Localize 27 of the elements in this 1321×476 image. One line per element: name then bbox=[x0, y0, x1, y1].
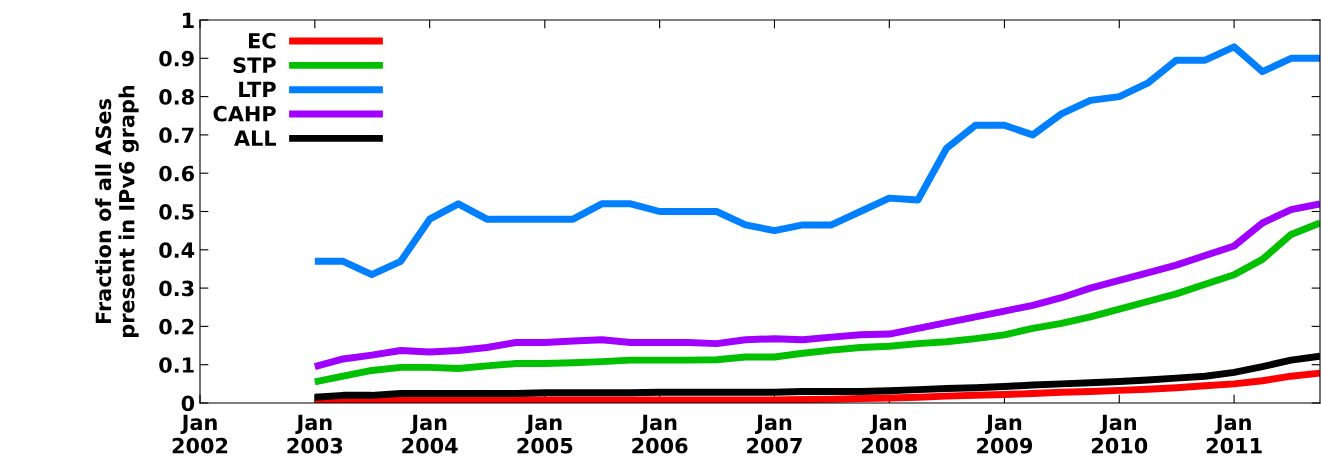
y-tick-label: 0.5 bbox=[159, 203, 194, 220]
y-tick-label: 0.4 bbox=[159, 242, 195, 259]
legend-label: EC bbox=[249, 32, 276, 49]
x-tick-label: Jan 2005 bbox=[517, 414, 573, 454]
x-tick-label: Jan 2004 bbox=[402, 414, 458, 454]
x-tick-label: Jan 2007 bbox=[747, 414, 802, 454]
y-tick-label: 0.7 bbox=[159, 127, 194, 144]
y-tick-label: 0.9 bbox=[159, 50, 194, 67]
y-tick-label: 0.2 bbox=[159, 318, 194, 335]
y-tick-label: 0.8 bbox=[159, 89, 194, 105]
legend-label: STP bbox=[233, 57, 276, 73]
y-tick-label: 0 bbox=[181, 395, 195, 412]
x-tick-label: Jan 2011 bbox=[1206, 414, 1262, 454]
y-tick-label: 0.1 bbox=[159, 357, 194, 373]
x-tick-label: Jan 2010 bbox=[1091, 414, 1148, 454]
x-tick-label: Jan 2008 bbox=[861, 414, 917, 454]
legend-label: LTP bbox=[239, 81, 276, 97]
y-tick-label: 0.3 bbox=[159, 280, 194, 297]
x-tick-label: Jan 2006 bbox=[632, 414, 688, 454]
x-tick-label: Jan 2003 bbox=[287, 414, 343, 454]
legend-label: CAHP bbox=[213, 105, 276, 122]
y-tick-label: 1 bbox=[182, 12, 194, 28]
legend-label: ALL bbox=[234, 130, 277, 146]
x-tick-label: Jan 2009 bbox=[977, 414, 1033, 454]
y-tick-label: 0.6 bbox=[159, 165, 195, 182]
y-axis-title: Fraction of all ASes present in IPv6 graph bbox=[95, 85, 139, 337]
x-tick-label: Jan 2002 bbox=[172, 414, 228, 454]
